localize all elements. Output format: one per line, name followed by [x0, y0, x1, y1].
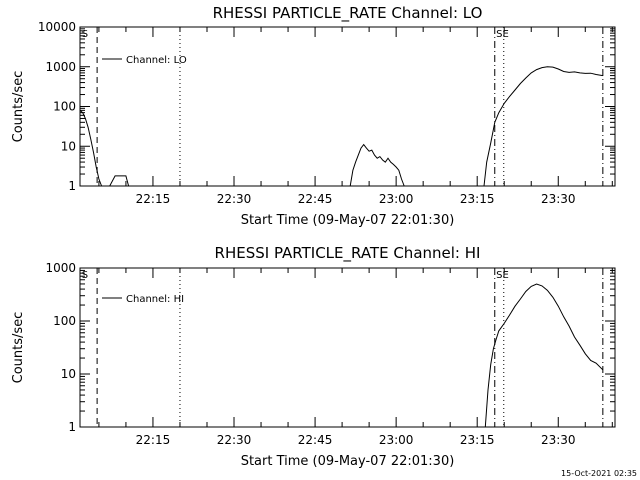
- panel-1-ytick-label: 10000: [38, 20, 76, 34]
- panel-1-xtick-label: 22:15: [136, 192, 171, 206]
- panel-1-ytick-label: 1000: [45, 60, 76, 74]
- panel-2-ytick-label: 1: [68, 420, 76, 434]
- panel-2-ytick-label: 100: [53, 314, 76, 328]
- panel-2-xtick-label: 22:45: [298, 433, 333, 447]
- panel-1-marker-se: SE: [496, 29, 509, 40]
- panel-2-xtick-label: 22:30: [217, 433, 252, 447]
- panel-2-title: RHESSI PARTICLE_RATE Channel: HI: [215, 244, 481, 263]
- panel-1-xtick-label: 23:30: [541, 192, 576, 206]
- panel-1-xtick-label: 22:30: [217, 192, 252, 206]
- panel-1-series-line-1: [79, 110, 137, 187]
- panel-2-series-line-1: [484, 283, 604, 428]
- panel-2-marker-se: SE: [496, 270, 509, 281]
- panel-2-marker-s: S: [82, 270, 88, 281]
- panel-1-xlabel: Start Time (09-May-07 22:01:30): [241, 213, 455, 228]
- panel-2-frame: [79, 267, 616, 428]
- panel-2-xtick-label: 23:30: [541, 433, 576, 447]
- panel-1-xtick-label: 23:15: [460, 192, 495, 206]
- panel-2-ylabel: Counts/sec: [11, 312, 26, 384]
- panel-2-xtick-label: 22:15: [136, 433, 171, 447]
- panel-1-ylabel: Counts/sec: [11, 71, 26, 143]
- panel-2-xlabel: Start Time (09-May-07 22:01:30): [241, 454, 455, 469]
- panel-1-series-line-2: [349, 143, 405, 187]
- panel-1-xtick-label: 22:45: [298, 192, 333, 206]
- panel-1-title: RHESSI PARTICLE_RATE Channel: LO: [213, 4, 483, 23]
- panel-2-legend-label: Channel: HI: [126, 294, 184, 305]
- footer-timestamp: 15-Oct-2021 02:35: [561, 469, 637, 478]
- panel-1-xtick-label: 23:00: [379, 192, 414, 206]
- panel-1-ytick-label: 10: [61, 139, 76, 153]
- panel-1-ytick-label: 100: [53, 100, 76, 114]
- panel-1-series-line-3: [483, 66, 603, 187]
- panel-1-marker-s: S: [82, 29, 88, 40]
- panel-1-legend-label: Channel: LO: [126, 55, 187, 66]
- panel-2-xtick-label: 23:00: [379, 433, 414, 447]
- panel-1-frame: [79, 26, 616, 187]
- panel-1-ytick-label: 1: [68, 179, 76, 193]
- panel-2-xtick-label: 23:15: [460, 433, 495, 447]
- panel-2-ytick-label: 1000: [45, 261, 76, 275]
- panel-2-ytick-label: 10: [61, 367, 76, 381]
